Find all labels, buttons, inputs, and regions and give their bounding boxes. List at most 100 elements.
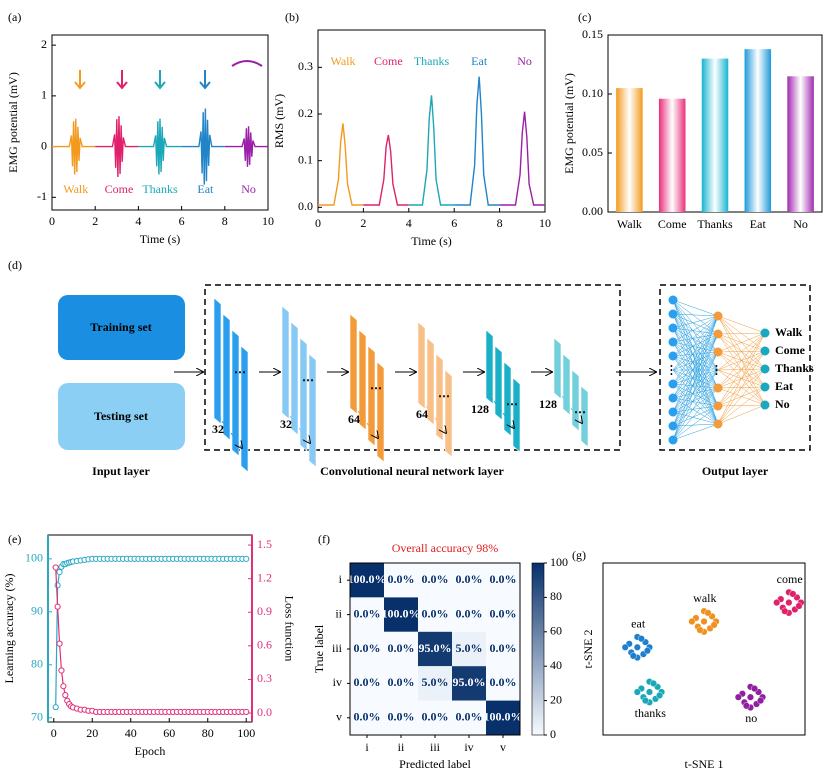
series-line: [224, 126, 268, 167]
x-tick-label: 10: [539, 216, 551, 230]
x-tick-label: 4: [135, 214, 141, 228]
connection: [717, 404, 766, 425]
input-node: [668, 351, 678, 361]
class-label: Walk: [775, 325, 803, 339]
connection: [672, 315, 719, 441]
cluster-label: eat: [631, 617, 646, 631]
dashed-arrow: [419, 397, 446, 433]
colorbar-tick-label: 60: [550, 624, 562, 638]
y-axis-label: t-SNE 2: [581, 630, 595, 669]
connection: [672, 315, 719, 385]
connection: [717, 315, 766, 334]
connection: [717, 332, 766, 335]
connection: [672, 313, 719, 353]
point: [52, 564, 59, 571]
cell-label: 0.0%: [456, 572, 483, 586]
x-tick-label: 10: [262, 214, 274, 228]
connection: [672, 351, 719, 385]
cell-label: 0.0%: [456, 606, 483, 620]
x-axis-label: t-SNE 1: [685, 757, 724, 771]
cell-label: 0.0%: [388, 572, 415, 586]
x-tick-label: 40: [125, 726, 137, 740]
cell: [384, 563, 418, 598]
connection: [672, 333, 719, 371]
dashed-arrow: [351, 402, 378, 438]
output-box: [659, 284, 811, 451]
class-label: Thanks: [775, 361, 814, 375]
point: [56, 568, 63, 576]
cell: [486, 631, 520, 667]
input-node: [668, 435, 678, 445]
y-axis-label: RMS (mV): [272, 94, 286, 148]
point: [795, 602, 803, 610]
feature-map: [417, 321, 426, 410]
connection: [672, 355, 719, 425]
y-tick-label: 0.3: [298, 59, 313, 73]
y-axis-label: EMG potential (mV): [562, 73, 576, 174]
connection: [672, 333, 719, 357]
y-tick-label: 90: [31, 604, 43, 618]
point: [637, 635, 645, 643]
connection: [672, 369, 719, 441]
y-tick-label: iv: [333, 675, 342, 689]
bar: [616, 88, 643, 212]
feature-map: [426, 337, 435, 426]
y-tick-label: v: [336, 710, 342, 724]
connection: [672, 351, 719, 357]
feature-map: [367, 345, 376, 447]
connection: [672, 369, 719, 413]
connection: [672, 299, 719, 317]
feature-map: [308, 353, 317, 468]
output-node: [760, 346, 770, 356]
feature-map: [444, 369, 453, 458]
point: [641, 697, 649, 705]
y-tick-label: iii: [332, 641, 343, 655]
dots: …: [712, 364, 726, 376]
gesture-arrows: [74, 60, 263, 90]
channels-label: 32: [212, 422, 224, 436]
cell: [486, 597, 520, 632]
input-node: [668, 393, 678, 403]
series-label: Walk: [63, 182, 88, 196]
series-label: No: [241, 182, 256, 196]
point: [62, 692, 69, 699]
connection: [672, 351, 719, 371]
series-line: [181, 108, 225, 185]
training-label: Training set: [90, 320, 151, 334]
dashed-arrow: [487, 392, 514, 428]
channels-label: 64: [416, 407, 428, 421]
bar: [701, 58, 729, 212]
colorbar-tick-label: 100: [550, 555, 568, 569]
y2-tick-label: 1.5: [257, 537, 272, 551]
connection: [672, 299, 719, 407]
connection: [672, 315, 719, 343]
y2-tick-label: 0.0: [257, 705, 272, 719]
feature-map: [222, 313, 231, 441]
dots: ⋯: [574, 405, 586, 419]
connection: [672, 351, 719, 441]
hidden-node: [713, 347, 723, 357]
point: [751, 685, 759, 693]
cluster-label: thanks: [635, 706, 667, 720]
connection: [672, 299, 719, 389]
y-tick-label: 0.10: [582, 86, 603, 100]
channels-label: 128: [539, 397, 557, 411]
x-tick-label: Eat: [750, 217, 767, 231]
y-tick-label: 0.0: [298, 199, 313, 213]
y-tick-label: 0.15: [582, 27, 603, 41]
cell: [350, 563, 384, 598]
y-axis-label: Learning accuracy (%): [2, 574, 16, 684]
y-tick-label: 0: [41, 138, 47, 152]
y-tick-label: i: [339, 572, 343, 586]
connection: [672, 299, 719, 425]
point: [56, 640, 63, 647]
feature-map: [571, 369, 580, 432]
input-node: [668, 309, 678, 319]
point: [781, 607, 789, 615]
feature-map: [553, 337, 562, 400]
feature-map: [213, 297, 222, 425]
dots: ⋯: [234, 365, 246, 379]
connection: [672, 387, 719, 441]
series-line: [95, 116, 139, 178]
